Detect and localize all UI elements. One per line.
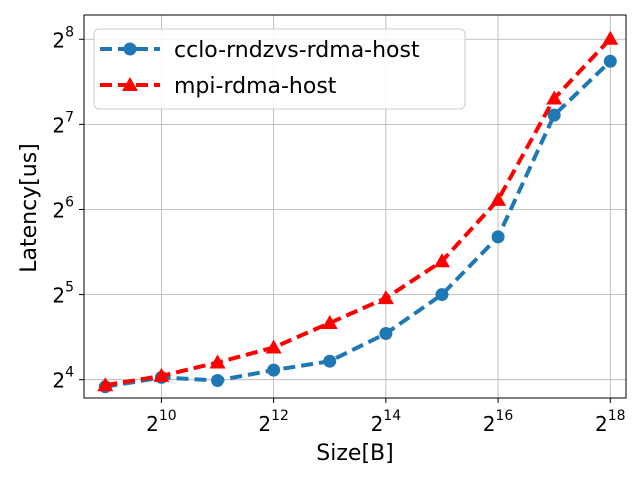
x-axis-label: Size[B]	[316, 441, 393, 466]
triangle-point	[546, 90, 563, 105]
series-line	[104, 59, 612, 389]
y-tick-label: 25	[52, 280, 74, 308]
triangle-point	[265, 339, 282, 354]
circle-point	[323, 354, 337, 368]
legend-item: mpi-rdma-host	[100, 74, 337, 99]
legend-item: cclo-rndzvs-rdma-host	[100, 38, 420, 63]
y-tick-label: 24	[52, 365, 74, 393]
circle-point	[211, 373, 225, 387]
legend-label: cclo-rndzvs-rdma-host	[174, 38, 420, 63]
y-tick-label: 27	[52, 109, 74, 137]
triangle-point	[433, 253, 450, 268]
triangle-point	[153, 367, 170, 382]
circle-point	[435, 288, 449, 302]
legend: cclo-rndzvs-rdma-host mpi-rdma-host	[93, 28, 466, 110]
legend-marker	[122, 77, 138, 91]
triangle-point	[321, 314, 338, 329]
axis-ticks: 210 212 214 216 218 24 25 26 27 28	[52, 24, 625, 436]
circle-point	[603, 54, 617, 68]
triangle-point	[490, 191, 507, 206]
triangle-point	[602, 30, 619, 45]
x-tick-label: 210	[146, 408, 177, 436]
y-axis-label: Latency[us]	[17, 143, 42, 273]
legend-box	[93, 28, 466, 110]
y-tick-label: 28	[52, 24, 74, 52]
x-tick-label: 218	[595, 408, 626, 436]
series-mpi-rdma-host	[97, 30, 619, 392]
legend-label: mpi-rdma-host	[174, 74, 337, 99]
circle-point	[491, 230, 505, 244]
x-tick-label: 216	[483, 408, 514, 436]
triangle-point	[377, 290, 394, 305]
circle-point	[267, 363, 281, 377]
triangle-point	[209, 354, 226, 369]
legend-marker	[123, 42, 137, 56]
plot-series	[97, 30, 619, 394]
x-tick-label: 214	[371, 408, 402, 436]
x-tick-label: 212	[258, 408, 289, 436]
circle-point	[547, 108, 561, 122]
triangle-point	[97, 377, 114, 392]
plot-frame	[83, 14, 627, 399]
circle-point	[379, 327, 393, 341]
y-tick-label: 26	[52, 194, 74, 222]
